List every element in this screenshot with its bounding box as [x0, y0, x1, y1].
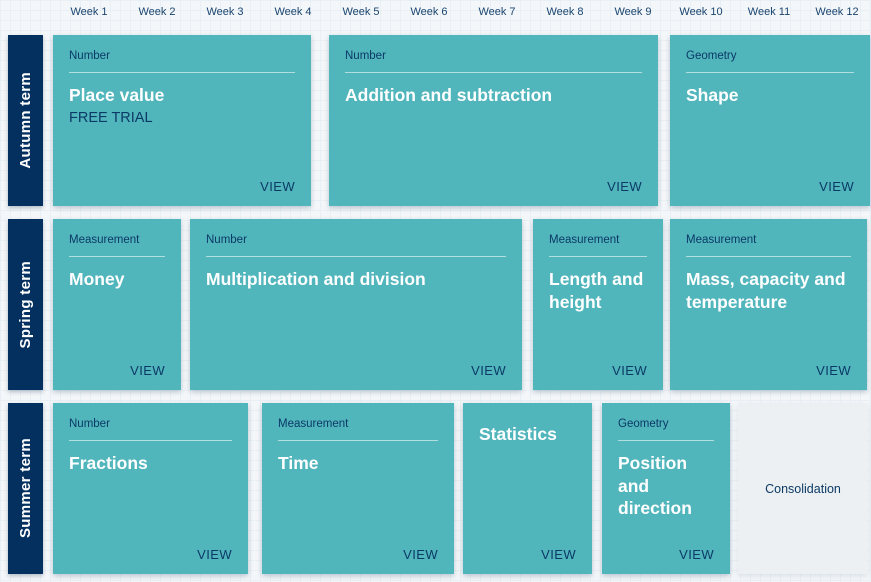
divider: [206, 255, 506, 257]
unit-category: Number: [69, 418, 110, 430]
term-bar-autumn: Autumn term: [8, 35, 43, 206]
divider: [549, 255, 647, 257]
unit-category: Measurement: [69, 234, 140, 246]
unit-card-position-and-direction[interactable]: Geometry Position and direction VIEW: [602, 403, 730, 574]
unit-title: Shape: [686, 84, 739, 105]
term-bar-summer: Summer term: [8, 403, 43, 574]
unit-category: Measurement: [549, 234, 620, 246]
divider: [686, 255, 851, 257]
view-link[interactable]: VIEW: [471, 363, 506, 378]
divider: [345, 71, 642, 73]
week-label: Week 11: [747, 6, 791, 18]
view-link[interactable]: VIEW: [197, 547, 232, 562]
unit-category: Geometry: [618, 418, 669, 430]
unit-card-multiplication-and-division[interactable]: Number Multiplication and division VIEW: [190, 219, 522, 390]
unit-title: Multiplication and division: [206, 268, 426, 289]
term-label: Spring term: [17, 260, 34, 349]
view-link[interactable]: VIEW: [819, 179, 854, 194]
week-label: Week 8: [546, 6, 584, 18]
view-link[interactable]: VIEW: [541, 547, 576, 562]
consolidation-card: Consolidation: [738, 403, 868, 574]
unit-title: Time: [278, 452, 319, 473]
unit-card-fractions[interactable]: Number Fractions VIEW: [53, 403, 248, 574]
unit-title: Addition and subtraction: [345, 84, 553, 105]
unit-card-place-value[interactable]: Number Place value FREE TRIAL VIEW: [53, 35, 311, 206]
week-label: Week 7: [478, 6, 516, 18]
week-header: Week 1 Week 2 Week 3 Week 4 Week 5 Week …: [55, 6, 871, 18]
unit-card-length-and-height[interactable]: Measurement Length and height VIEW: [533, 219, 663, 390]
unit-category: Number: [206, 234, 247, 246]
term-row-summer: Summer term Number Fractions VIEW Measur…: [0, 403, 871, 574]
view-link[interactable]: VIEW: [607, 179, 642, 194]
week-label: Week 5: [342, 6, 380, 18]
week-label: Week 1: [70, 6, 108, 18]
view-link[interactable]: VIEW: [260, 179, 295, 194]
week-label: Week 9: [614, 6, 652, 18]
unit-title: Fractions: [69, 452, 148, 473]
unit-category: Number: [345, 50, 386, 62]
unit-category: Measurement: [686, 234, 757, 246]
consolidation-label: Consolidation: [765, 481, 841, 496]
divider: [69, 439, 232, 441]
week-label: Week 3: [206, 6, 244, 18]
unit-title: Money: [69, 268, 125, 289]
view-link[interactable]: VIEW: [403, 547, 438, 562]
unit-title: Statistics: [479, 424, 557, 444]
unit-title: Length and height: [549, 268, 644, 312]
view-link[interactable]: VIEW: [679, 547, 714, 562]
unit-category: Measurement: [278, 418, 349, 430]
unit-title: Place value: [69, 84, 165, 105]
free-trial-badge: FREE TRIAL: [69, 109, 153, 126]
week-label: Week 4: [274, 6, 312, 18]
unit-category: Number: [69, 50, 110, 62]
divider: [618, 439, 714, 441]
unit-card-money[interactable]: Measurement Money VIEW: [53, 219, 181, 390]
divider: [69, 255, 165, 257]
week-label: Week 6: [410, 6, 448, 18]
unit-card-statistics[interactable]: Statistics VIEW: [463, 403, 592, 574]
term-row-spring: Spring term Measurement Money VIEW Numbe…: [0, 219, 871, 390]
unit-title: Mass, capacity and temperature: [686, 268, 846, 312]
unit-category: Geometry: [686, 50, 737, 62]
week-label: Week 12: [815, 6, 859, 18]
term-row-autumn: Autumn term Number Place value FREE TRIA…: [0, 35, 871, 206]
week-label: Week 2: [138, 6, 176, 18]
unit-card-time[interactable]: Measurement Time VIEW: [262, 403, 454, 574]
unit-card-shape[interactable]: Geometry Shape VIEW: [670, 35, 870, 206]
term-label: Autumn term: [17, 72, 34, 169]
view-link[interactable]: VIEW: [816, 363, 851, 378]
term-label: Summer term: [17, 438, 34, 539]
week-label: Week 10: [679, 6, 723, 18]
divider: [686, 71, 854, 73]
unit-card-mass-capacity-and-temperature[interactable]: Measurement Mass, capacity and temperatu…: [670, 219, 867, 390]
unit-title: Position and direction: [618, 452, 692, 519]
unit-card-addition-and-subtraction[interactable]: Number Addition and subtraction VIEW: [329, 35, 658, 206]
view-link[interactable]: VIEW: [612, 363, 647, 378]
term-bar-spring: Spring term: [8, 219, 43, 390]
divider: [278, 439, 438, 441]
view-link[interactable]: VIEW: [130, 363, 165, 378]
divider: [69, 71, 295, 73]
